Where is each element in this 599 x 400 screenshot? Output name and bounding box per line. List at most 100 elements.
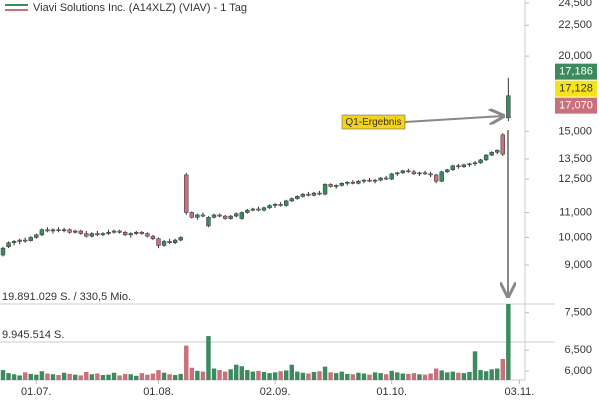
candle-body <box>128 233 133 236</box>
candle-body <box>39 229 45 236</box>
candle-body <box>400 170 406 174</box>
candle-body <box>345 181 350 184</box>
candle-body <box>284 200 289 206</box>
candle-body <box>295 196 300 199</box>
candle-body <box>178 237 183 241</box>
candle-body <box>150 235 156 240</box>
candle-body <box>61 229 67 231</box>
y-tick-label: 10,000 <box>558 231 592 243</box>
candle-body <box>417 172 422 175</box>
volume-bar <box>6 373 11 380</box>
volume-bar <box>383 374 389 380</box>
candle-body <box>139 232 145 234</box>
candle-body <box>106 232 111 234</box>
volume-bar <box>50 374 56 380</box>
y-tick-label: 13,500 <box>558 153 592 165</box>
volume-bar <box>367 374 372 380</box>
candle-body <box>256 208 261 211</box>
volume-bar <box>222 371 228 380</box>
volume-bar <box>0 370 6 380</box>
candle-body <box>506 95 511 119</box>
candle-body <box>261 207 267 211</box>
x-tick-label: 03.11. <box>505 386 535 398</box>
volume-bar <box>245 370 250 380</box>
volume-bar <box>195 370 200 380</box>
candle-body <box>433 174 439 182</box>
x-tick-label: 02.09. <box>260 386 291 398</box>
candle-body <box>167 241 172 243</box>
volume-bar <box>200 371 206 380</box>
candle-body <box>189 212 195 218</box>
volume-bar <box>156 370 161 380</box>
candle-body <box>489 151 494 156</box>
candle-body <box>339 183 344 186</box>
y-tick-label: 15,000 <box>558 125 592 137</box>
candle-body <box>289 198 294 202</box>
volume-bar <box>111 372 117 380</box>
price-label: 17,128 <box>559 83 593 95</box>
volume-bar <box>145 374 150 380</box>
candle-body <box>45 229 50 232</box>
volume-bar <box>450 371 456 380</box>
volume-bar <box>483 371 489 380</box>
candle-body <box>6 242 11 248</box>
candle-body <box>222 215 228 219</box>
candle-body <box>239 212 244 219</box>
volume-bar <box>339 371 344 380</box>
volume-bar <box>139 373 145 380</box>
candle-body <box>495 150 500 153</box>
chart-title: Viavi Solutions Inc. (A14XLZ) (VIAV) - 1… <box>33 2 247 14</box>
candle-body <box>11 241 17 243</box>
volume-bar <box>150 373 156 380</box>
volume-bar <box>228 369 233 380</box>
candle-body <box>445 169 450 173</box>
volume-bar <box>406 373 411 380</box>
y-tick-label: 11,000 <box>559 206 592 218</box>
volume-bar <box>378 373 383 380</box>
volume-bar <box>283 370 289 380</box>
volume-bar <box>61 372 67 380</box>
volume-bar <box>84 371 89 380</box>
volume-bar <box>272 372 278 380</box>
volume-bar <box>289 364 294 380</box>
volume-bar <box>56 375 61 380</box>
y-tick-label: 9,000 <box>564 259 592 271</box>
volume-bar <box>350 374 356 380</box>
candle-body <box>100 233 106 236</box>
candle-body <box>156 238 161 246</box>
volume-bar <box>239 366 245 380</box>
volume-bar <box>250 371 256 380</box>
volume-bar <box>178 373 183 380</box>
volume-bar <box>361 373 367 380</box>
candle-body <box>95 233 100 236</box>
volume-bar <box>311 371 317 380</box>
candle-body <box>17 239 22 242</box>
candle-body <box>0 247 6 256</box>
volume-bar <box>428 373 433 380</box>
y-tick-label: 20,000 <box>558 50 592 62</box>
volume-bar <box>506 304 511 380</box>
volume-bar <box>400 373 406 380</box>
candle-body <box>267 205 272 209</box>
volume-bar <box>117 375 122 380</box>
volume-bar <box>106 374 111 380</box>
x-tick-label: 01.10. <box>376 386 407 398</box>
candle-body <box>422 172 428 175</box>
candle-body <box>450 165 456 171</box>
annotation: Q1-Ergebnis <box>345 117 401 128</box>
candle-body <box>478 159 483 164</box>
candle-body <box>322 184 328 195</box>
candle-body <box>228 215 233 219</box>
candle-body <box>89 233 95 237</box>
candle-body <box>50 229 56 232</box>
candle-body <box>195 214 200 218</box>
volume-bar <box>456 372 461 380</box>
volume-bar <box>172 375 178 380</box>
volume-bar <box>472 351 478 380</box>
candle-body <box>389 173 394 180</box>
volume-bar <box>278 371 283 380</box>
volume-bar <box>184 345 189 380</box>
candle-body <box>84 233 89 237</box>
